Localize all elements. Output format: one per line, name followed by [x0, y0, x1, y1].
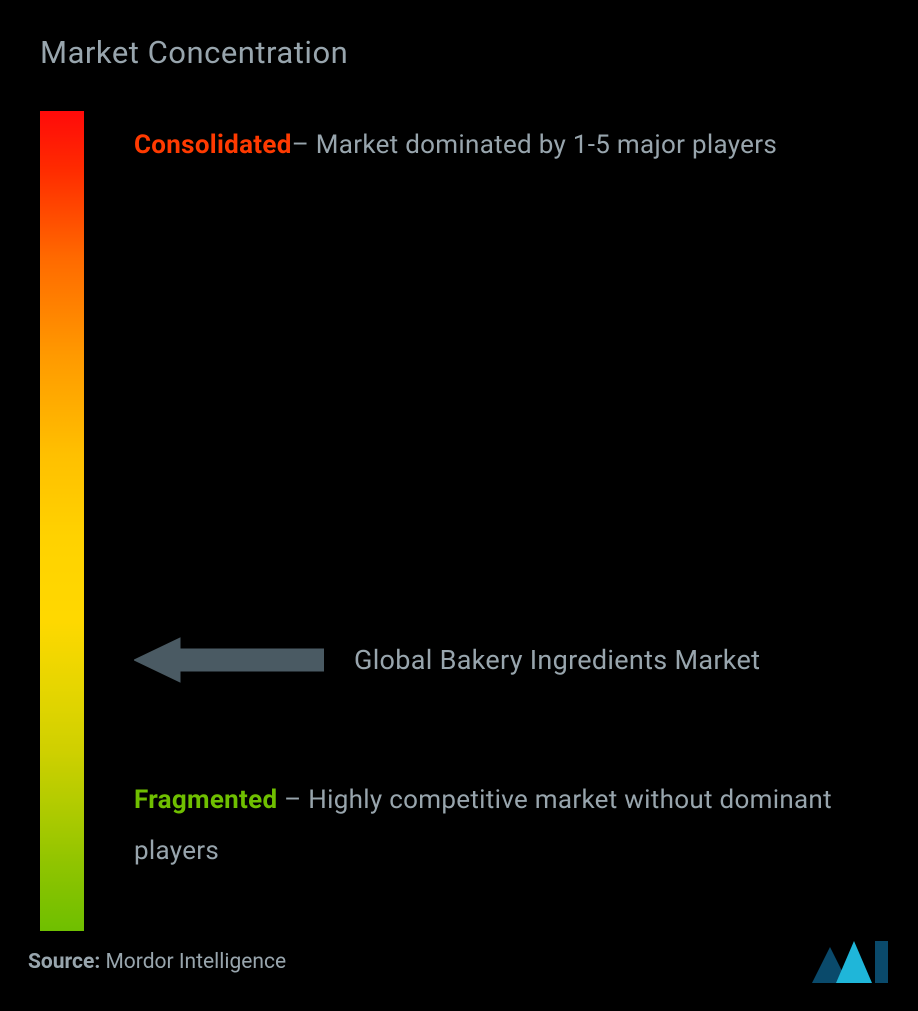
page-title: Market Concentration: [40, 34, 890, 71]
concentration-gradient-bar: [40, 111, 84, 931]
consolidated-term: Consolidated: [134, 130, 292, 160]
mordor-logo-icon: [812, 941, 890, 983]
labels-column: Consolidated– Market dominated by 1-5 ma…: [134, 111, 890, 931]
source-label: Source:: [28, 950, 100, 974]
source-name: Mordor Intelligence: [100, 950, 286, 974]
footer: Source: Mordor Intelligence: [28, 941, 890, 983]
consolidated-desc: – Market dominated by 1-5 major players: [292, 130, 777, 160]
market-name-label: Global Bakery Ingredients Market: [354, 644, 760, 676]
marker-row: Global Bakery Ingredients Market: [134, 635, 890, 685]
infographic-container: Market Concentration Consolidated– Marke…: [0, 0, 918, 1011]
fragmented-label: Fragmented – Highly competitive market w…: [134, 775, 880, 876]
content-row: Consolidated– Market dominated by 1-5 ma…: [40, 111, 890, 931]
consolidated-label: Consolidated– Market dominated by 1-5 ma…: [134, 125, 880, 167]
fragmented-term: Fragmented: [134, 785, 277, 815]
arrow-left-icon: [134, 635, 324, 685]
source-attribution: Source: Mordor Intelligence: [28, 950, 286, 974]
